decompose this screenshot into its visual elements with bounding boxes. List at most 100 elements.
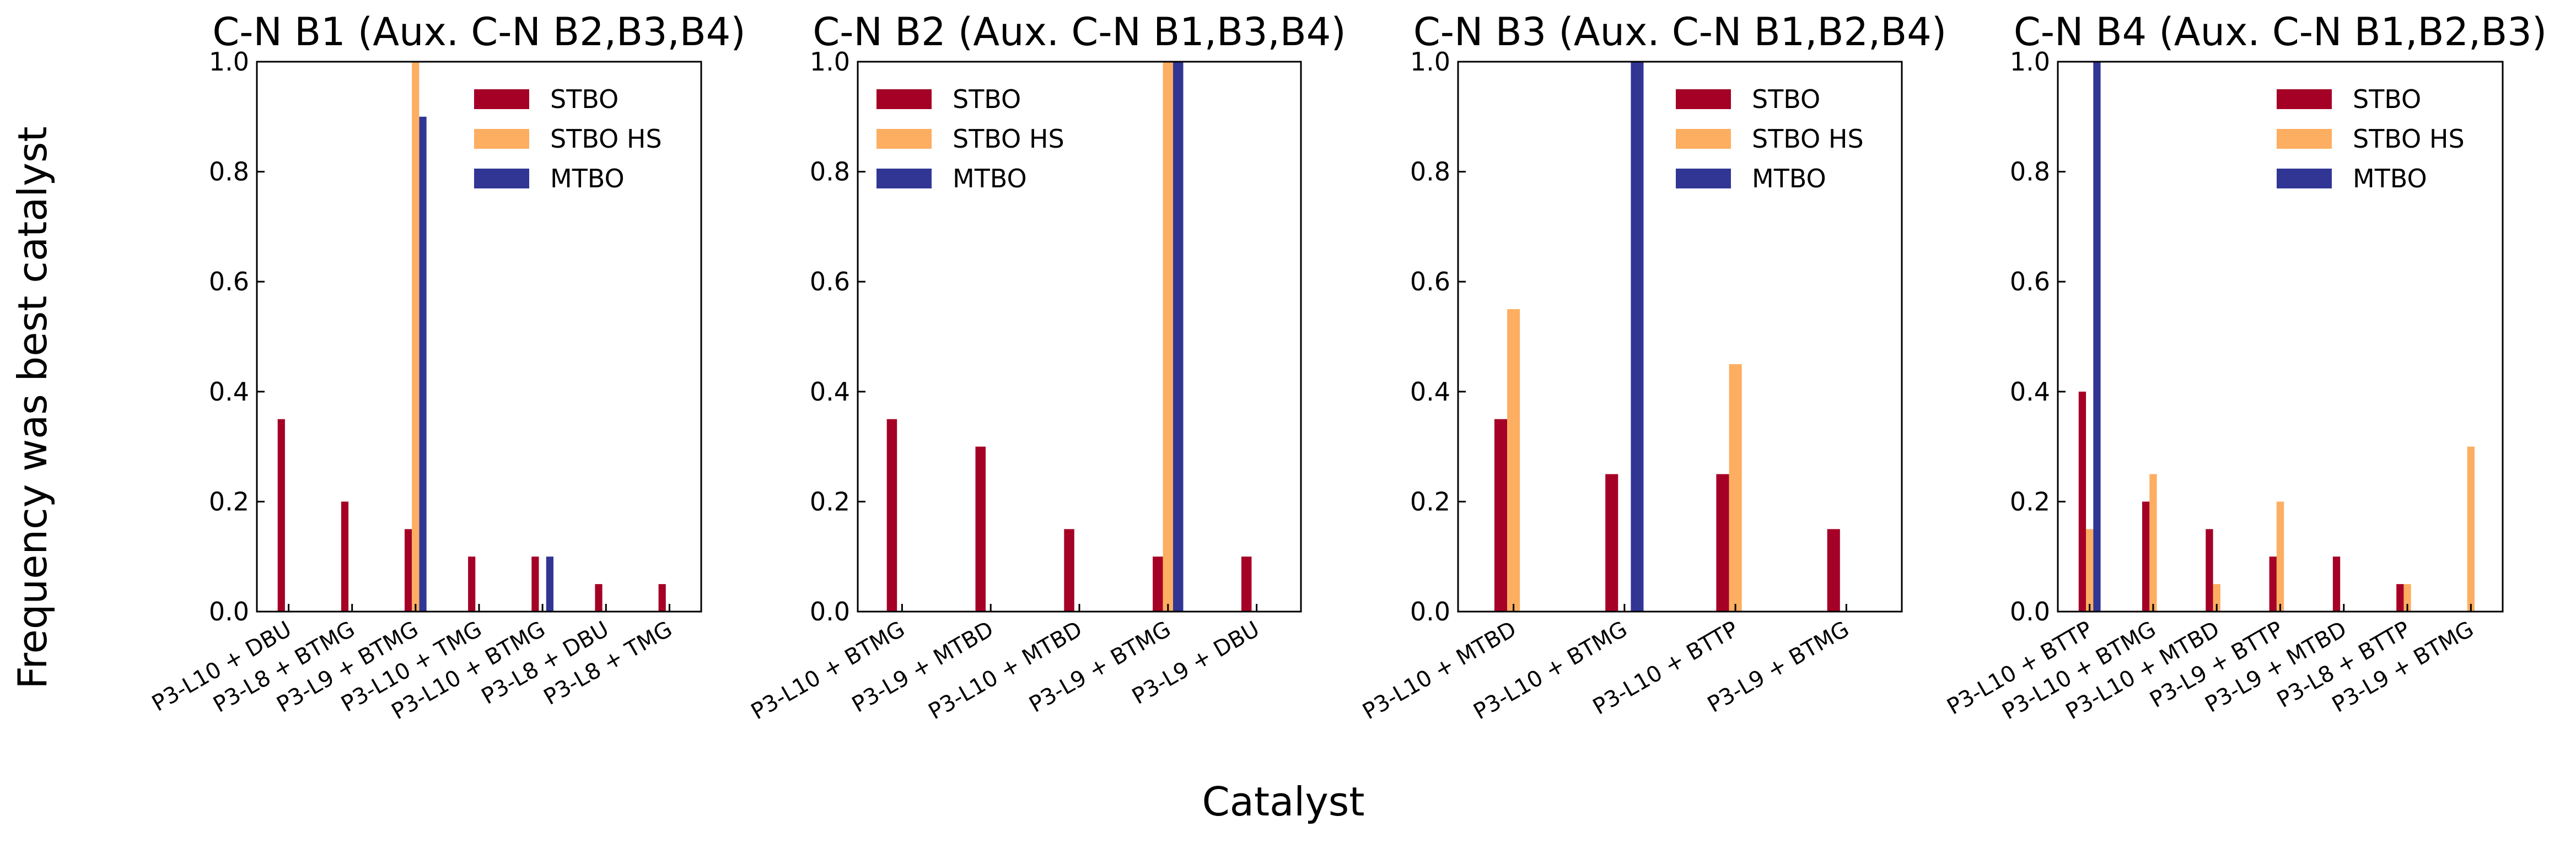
y-tick-label: 0.0: [810, 597, 850, 626]
bar-stbo-5: [2332, 556, 2341, 612]
figure-xlabel: Catalyst: [1202, 779, 1364, 825]
bar-stbo-1: [277, 419, 285, 612]
bar-stbo-3: [1064, 529, 1074, 612]
y-tick-label: 0.0: [209, 597, 249, 626]
bar-stbo-2: [341, 501, 349, 612]
bar-mtbo-3: [419, 116, 427, 612]
y-tick-label: 0.8: [209, 157, 249, 187]
y-tick-label: 0.0: [1410, 597, 1450, 626]
legend: STBO STBO HS MTBO: [1676, 84, 1864, 193]
x-tick-label: P3-L10 + MTBD: [924, 617, 1087, 725]
bar-stbo-4: [1827, 529, 1840, 612]
bar-mtbo-1: [2093, 62, 2101, 612]
bar-stbo-hs-4: [1163, 62, 1174, 612]
legend-swatch-mtbo: [2277, 169, 2332, 188]
legend-swatch-mtbo: [876, 169, 932, 188]
bar-stbo-4: [2269, 556, 2277, 612]
y-tick-label: 0.6: [209, 267, 249, 296]
y-tick-label: 0.6: [2010, 267, 2050, 296]
y-tick-label: 1.0: [2010, 47, 2050, 77]
legend-label: STBO: [953, 84, 1021, 114]
chart-title: C-N B4 (Aux. C-N B1,B2,B3): [2014, 9, 2547, 55]
bar-stbo-5: [531, 556, 539, 612]
y-tick-label: 0.2: [1410, 487, 1450, 516]
bar-stbo-3: [2206, 529, 2213, 612]
legend-swatch-stbo-hs: [2277, 129, 2332, 149]
y-tick-label: 1.0: [209, 47, 249, 77]
y-tick-label: 0.8: [1410, 157, 1450, 187]
legend-swatch-stbo-hs: [1676, 129, 1731, 149]
legend-swatch-stbo: [2277, 89, 2332, 109]
y-tick-label: 0.4: [2010, 377, 2050, 407]
y-tick-label: 0.4: [810, 377, 850, 407]
legend: STBO STBO HS MTBO: [2277, 84, 2465, 193]
legend-swatch-mtbo: [474, 169, 529, 188]
chart-title: C-N B2 (Aux. C-N B1,B3,B4): [813, 9, 1346, 55]
bar-stbo-4: [468, 556, 476, 612]
bar-stbo-hs-6: [2403, 584, 2411, 612]
bar-stbo-2: [975, 446, 986, 612]
bar-stbo-hs-3: [1729, 364, 1742, 612]
bar-stbo-6: [595, 584, 603, 612]
legend-swatch-stbo: [876, 89, 932, 109]
legend-swatch-stbo-hs: [876, 129, 932, 149]
bar-stbo-2: [1605, 474, 1618, 612]
bar-stbo-4: [1153, 556, 1163, 612]
y-tick-label: 0.8: [810, 157, 850, 187]
bar-stbo-hs-3: [2213, 584, 2220, 612]
legend-label: STBO: [1752, 84, 1820, 114]
legend-label: STBO HS: [1752, 124, 1864, 154]
bar-stbo-2: [2142, 501, 2150, 612]
axes-frame: [1457, 61, 1903, 613]
bar-mtbo-5: [546, 556, 553, 612]
bar-stbo-hs-1: [2086, 529, 2094, 612]
bar-mtbo-4: [1173, 62, 1184, 612]
legend: STBO STBO HS MTBO: [474, 84, 662, 193]
legend-label: STBO HS: [550, 124, 662, 154]
bar-stbo-hs-2: [2149, 474, 2157, 612]
y-tick-label: 0.2: [810, 487, 850, 516]
legend: STBO STBO HS MTBO: [876, 84, 1064, 193]
legend-label: STBO: [550, 84, 619, 114]
y-tick-label: 0.6: [1410, 267, 1450, 296]
bar-stbo-7: [658, 584, 666, 612]
legend-label: STBO HS: [2353, 124, 2465, 154]
y-tick-label: 0.0: [2010, 597, 2050, 626]
y-tick-label: 0.4: [1410, 377, 1450, 407]
chart-title: C-N B3 (Aux. C-N B1,B2,B4): [1413, 9, 1946, 55]
bar-stbo-1: [1494, 419, 1507, 612]
y-tick-label: 0.2: [209, 487, 249, 516]
legend-swatch-stbo: [1676, 89, 1731, 109]
y-tick-label: 0.8: [2010, 157, 2050, 187]
bar-stbo-1: [2078, 391, 2086, 612]
legend-swatch-stbo-hs: [474, 129, 529, 149]
y-tick-label: 1.0: [810, 47, 850, 77]
bar-stbo-hs-1: [1507, 309, 1520, 612]
y-tick-label: 0.6: [810, 267, 850, 296]
bar-stbo-1: [886, 419, 897, 612]
y-tick-label: 1.0: [1410, 47, 1450, 77]
chart-title: C-N B1 (Aux. C-N B2,B3,B4): [212, 9, 745, 55]
bar-stbo-hs-3: [412, 62, 420, 612]
legend-label: STBO HS: [953, 124, 1064, 154]
figure-ylabel: Frequency was best catalyst: [9, 126, 56, 689]
bar-stbo-3: [1716, 474, 1729, 612]
legend-label: STBO: [2353, 84, 2421, 114]
bar-stbo-hs-7: [2467, 446, 2475, 612]
bar-stbo-hs-4: [2276, 501, 2284, 612]
legend-label: MTBO: [550, 164, 625, 193]
y-tick-label: 0.4: [209, 377, 249, 407]
legend-label: MTBO: [953, 164, 1027, 193]
bar-stbo-6: [2396, 584, 2404, 612]
y-tick-label: 0.2: [2010, 487, 2050, 516]
legend-label: MTBO: [1752, 164, 1826, 193]
legend-label: MTBO: [2353, 164, 2427, 193]
bar-stbo-5: [1241, 556, 1252, 612]
legend-swatch-stbo: [474, 89, 529, 109]
